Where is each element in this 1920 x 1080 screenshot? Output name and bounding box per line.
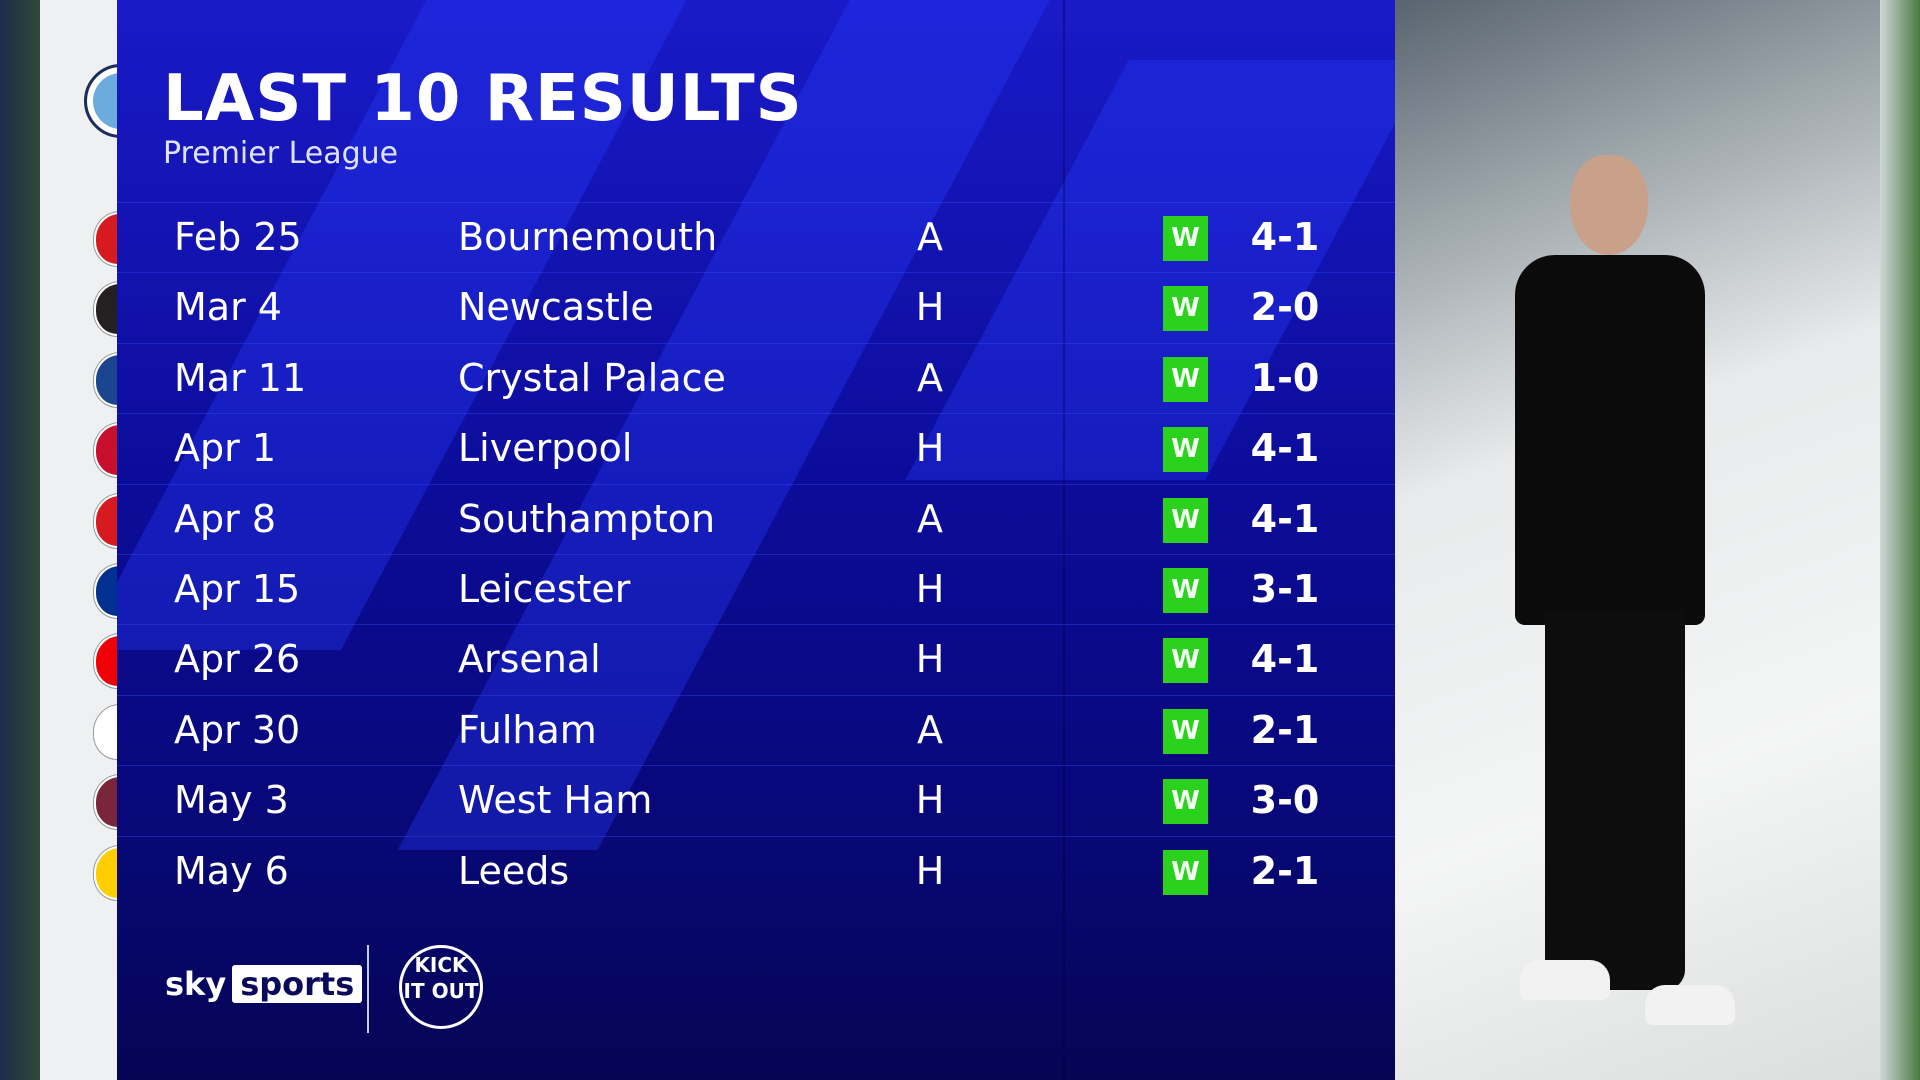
score: 2-1 xyxy=(1250,848,1320,893)
sky-logo-text: sky xyxy=(165,965,227,1003)
opponent-name: Arsenal xyxy=(458,637,601,682)
venue: H xyxy=(915,285,945,330)
opponent-name: Leeds xyxy=(458,848,570,893)
result-badge: W xyxy=(1163,849,1208,895)
score: 2-1 xyxy=(1250,707,1320,752)
opponent-name: Bournemouth xyxy=(458,215,718,259)
result-badge: W xyxy=(1163,427,1208,473)
sports-logo-text: sports xyxy=(232,965,363,1003)
venue: H xyxy=(915,567,945,611)
opponent-name: Liverpool xyxy=(458,426,633,471)
score: 4-1 xyxy=(1250,637,1320,682)
match-date: Apr 30 xyxy=(174,707,301,752)
page-title: LAST 10 RESULTS xyxy=(163,62,803,136)
kick-it-out-logo: KICK IT OUT xyxy=(399,945,483,1029)
match-date: May 3 xyxy=(174,778,289,823)
opponent-name: West Ham xyxy=(458,778,653,823)
result-row: Apr 1 Liverpool H W 4-1 xyxy=(117,413,1395,484)
sky-sports-logo: sky sports xyxy=(165,965,363,1003)
competition-subtitle: Premier League xyxy=(163,136,399,171)
result-row: Mar 4 Newcastle H W 2-0 xyxy=(117,272,1395,343)
result-badge: W xyxy=(1163,638,1208,684)
background-stadium-right xyxy=(1880,0,1920,1080)
opponent-name: Fulham xyxy=(458,707,597,752)
match-date: Apr 15 xyxy=(174,567,301,611)
venue: A xyxy=(917,707,943,752)
result-badge: W xyxy=(1163,568,1208,613)
result-row: May 6 Leeds H W 2-1 xyxy=(117,835,1395,907)
venue: H xyxy=(915,426,945,471)
column-divider xyxy=(1063,0,1065,1080)
match-date: Apr 1 xyxy=(174,426,276,471)
match-date: Mar 11 xyxy=(174,355,307,400)
venue: H xyxy=(915,778,945,823)
result-row: May 3 West Ham H W 3-0 xyxy=(117,765,1395,836)
result-badge: W xyxy=(1163,216,1208,261)
score: 3-0 xyxy=(1250,778,1320,823)
opponent-name: Newcastle xyxy=(458,285,654,330)
opponent-name: Crystal Palace xyxy=(458,355,726,400)
result-badge: W xyxy=(1163,356,1208,402)
venue: A xyxy=(917,215,943,259)
score: 4-1 xyxy=(1250,496,1320,541)
result-row: Apr 30 Fulham A W 2-1 xyxy=(117,694,1395,766)
opponent-name: Leicester xyxy=(458,567,631,611)
result-badge: W xyxy=(1163,497,1208,543)
venue: H xyxy=(915,637,945,682)
result-row: Mar 11 Crystal Palace A W 1-0 xyxy=(117,342,1395,414)
venue: A xyxy=(917,496,943,541)
score: 3-1 xyxy=(1250,567,1320,611)
result-row: Apr 8 Southampton A W 4-1 xyxy=(117,483,1395,555)
score: 1-0 xyxy=(1250,355,1320,400)
venue: A xyxy=(917,355,943,400)
match-date: May 6 xyxy=(174,848,289,893)
result-row: Apr 26 Arsenal H W 4-1 xyxy=(117,624,1395,695)
score: 2-0 xyxy=(1250,285,1320,330)
match-date: Apr 8 xyxy=(174,496,276,541)
score: 4-1 xyxy=(1250,426,1320,471)
match-date: Mar 4 xyxy=(174,285,282,330)
result-badge: W xyxy=(1163,708,1208,754)
logo-divider xyxy=(367,945,369,1033)
result-badge: W xyxy=(1163,779,1208,825)
match-date: Feb 25 xyxy=(174,215,302,259)
result-row: Feb 25 Bournemouth A W 4-1 xyxy=(117,202,1395,273)
background-stadium-left xyxy=(0,0,40,1080)
result-badge: W xyxy=(1163,286,1208,332)
crest-column xyxy=(40,0,158,1080)
venue: H xyxy=(915,848,945,893)
results-panel: LAST 10 RESULTS Premier League Feb 25 Bou… xyxy=(117,0,1395,1080)
opponent-name: Southampton xyxy=(458,496,716,541)
match-date: Apr 26 xyxy=(174,637,301,682)
score: 4-1 xyxy=(1250,215,1320,259)
result-row: Apr 15 Leicester H W 3-1 xyxy=(117,554,1395,625)
manager-photo xyxy=(1395,0,1880,1080)
